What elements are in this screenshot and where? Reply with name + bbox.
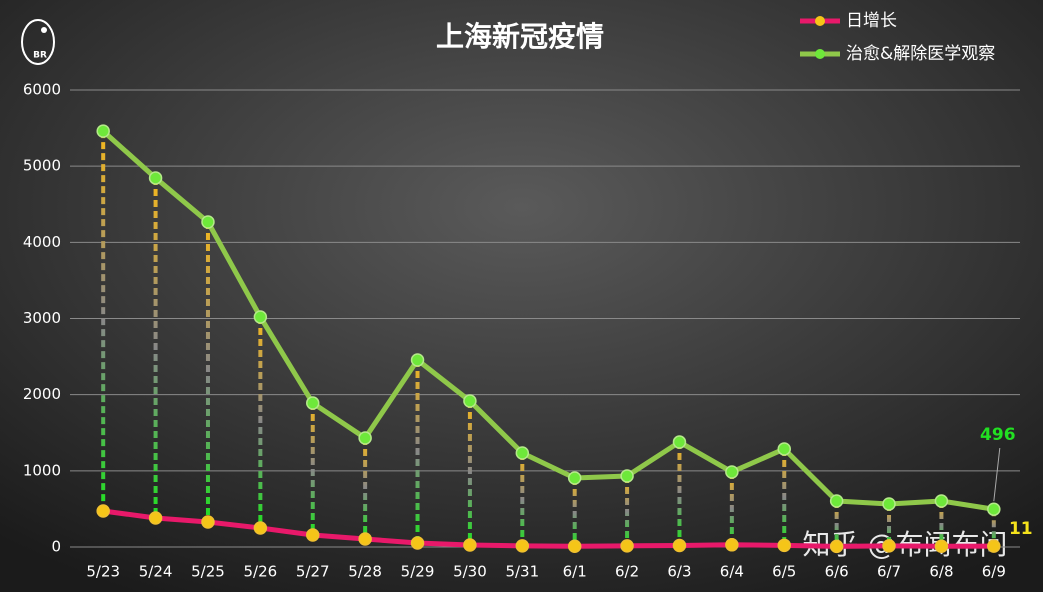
point <box>829 494 844 508</box>
point <box>96 504 110 518</box>
logo-text: BR <box>33 51 47 61</box>
point <box>620 469 634 483</box>
x-tick-label: 6/6 <box>825 563 849 581</box>
series-line <box>101 129 995 512</box>
chart-title: 上海新冠疫情 <box>436 20 604 53</box>
point <box>934 494 949 508</box>
point <box>987 539 1001 553</box>
series-line <box>102 508 994 549</box>
point <box>96 124 110 138</box>
y-tick-label: 1000 <box>23 461 61 479</box>
x-tick-label: 6/9 <box>982 563 1006 581</box>
point <box>882 539 896 553</box>
point <box>515 539 530 553</box>
point <box>777 442 791 456</box>
x-tick-label: 5/26 <box>244 563 278 581</box>
point <box>567 471 582 485</box>
point <box>567 539 582 553</box>
point <box>829 539 844 554</box>
point <box>777 538 791 553</box>
x-tick-label: 5/30 <box>453 563 487 581</box>
point <box>672 435 687 449</box>
data-label: 496 <box>980 425 1016 445</box>
y-tick-label: 2000 <box>23 385 61 403</box>
label-leader <box>993 447 1001 502</box>
x-tick-label: 6/8 <box>929 563 953 581</box>
point <box>987 502 1001 516</box>
point <box>934 539 949 553</box>
x-tick-label: 6/2 <box>615 563 639 581</box>
point <box>463 538 477 552</box>
y-tick-label: 0 <box>51 538 61 556</box>
x-tick-label: 6/5 <box>772 563 796 581</box>
data-label: 11 <box>1009 519 1033 539</box>
legend-marker <box>815 49 825 59</box>
point <box>410 353 425 367</box>
point <box>672 538 687 553</box>
x-tick-label: 5/23 <box>86 563 120 581</box>
legend-label: 日增长 <box>846 11 897 31</box>
x-tick-label: 6/1 <box>563 563 587 581</box>
point <box>725 538 739 552</box>
x-tick-label: 5/29 <box>401 563 435 581</box>
legend-label: 治愈&解除医学观察 <box>846 44 995 64</box>
point <box>358 431 372 445</box>
y-tick-label: 5000 <box>23 157 61 175</box>
point <box>253 521 268 535</box>
x-tick-label: 5/31 <box>505 563 539 581</box>
point <box>620 539 634 553</box>
x-tick-label: 6/4 <box>720 563 744 581</box>
x-tick-label: 6/3 <box>667 563 691 581</box>
x-tick-label: 5/24 <box>139 563 173 581</box>
point <box>306 528 320 542</box>
point <box>410 536 425 550</box>
point <box>358 532 372 546</box>
point <box>201 215 215 229</box>
y-tick-label: 4000 <box>23 233 61 251</box>
point <box>515 446 530 460</box>
logo: BR <box>21 19 55 65</box>
x-tick-label: 5/25 <box>191 563 225 581</box>
point <box>253 310 268 324</box>
point <box>201 515 215 529</box>
point <box>725 465 739 479</box>
y-tick-label: 6000 <box>23 81 61 99</box>
point <box>148 511 163 525</box>
point <box>463 394 477 408</box>
x-tick-label: 5/28 <box>348 563 382 581</box>
point <box>148 171 163 185</box>
point <box>306 396 320 410</box>
y-tick-label: 3000 <box>23 309 61 327</box>
point <box>882 497 896 511</box>
x-tick-label: 6/7 <box>877 563 901 581</box>
legend-marker <box>815 16 825 26</box>
x-tick-label: 5/27 <box>296 563 330 581</box>
